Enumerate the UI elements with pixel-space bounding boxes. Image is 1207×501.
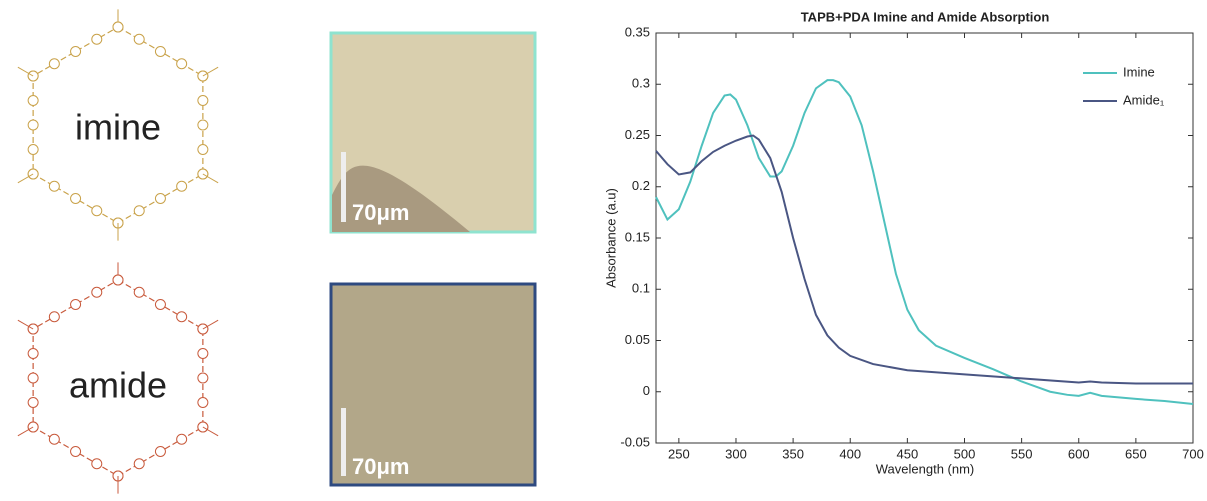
scale-bar <box>341 408 346 476</box>
ring <box>70 299 82 310</box>
ring <box>27 372 39 384</box>
micrograph-region <box>332 165 470 232</box>
ring <box>91 286 103 298</box>
ring <box>70 193 82 204</box>
ring <box>197 144 209 155</box>
ring <box>27 95 39 106</box>
ring <box>133 286 145 298</box>
chart-title: TAPB+PDA Imine and Amide Absorption <box>801 9 1050 24</box>
ring <box>91 205 103 217</box>
ring <box>176 433 188 445</box>
structure-label: imine <box>75 107 161 148</box>
ring <box>70 46 82 57</box>
ring <box>27 144 39 155</box>
ring <box>133 205 145 217</box>
y-tick-label: -0.05 <box>620 434 650 449</box>
x-tick-label: 350 <box>782 446 804 461</box>
ring <box>48 58 60 70</box>
legend-label: Amide₁ <box>1123 92 1165 107</box>
scale-label: 70μm <box>352 200 410 225</box>
arm <box>202 426 219 437</box>
ring <box>154 46 166 57</box>
arm <box>17 426 34 437</box>
ring <box>197 397 209 408</box>
ring <box>176 180 188 192</box>
axes <box>655 32 1194 444</box>
ring <box>48 311 60 323</box>
arm <box>17 173 34 184</box>
y-axis-label: Absorbance (a.u) <box>603 188 618 288</box>
ring <box>154 193 166 204</box>
scale-label: 70μm <box>352 454 410 479</box>
y-tick-label: 0.2 <box>632 178 650 193</box>
y-tick-label: 0.15 <box>625 229 650 244</box>
plot-frame <box>655 32 1194 444</box>
series-line <box>655 79 1194 406</box>
arm <box>17 66 34 77</box>
y-tick-label: 0.05 <box>625 332 650 347</box>
ring <box>133 458 145 470</box>
y-tick-label: 0.25 <box>625 127 650 142</box>
x-tick-label: 300 <box>725 446 747 461</box>
y-tick-label: 0.1 <box>632 281 650 296</box>
ring <box>48 433 60 445</box>
y-tick-label: 0 <box>643 383 650 398</box>
scale-bar <box>341 152 346 222</box>
arm <box>202 173 219 184</box>
ring <box>197 95 209 106</box>
ring <box>197 372 209 384</box>
arm <box>202 319 219 330</box>
ring <box>70 446 82 457</box>
structure-label: amide <box>69 365 167 406</box>
ring <box>154 446 166 457</box>
x-tick-label: 600 <box>1068 446 1090 461</box>
legend-label: Imine <box>1123 64 1155 79</box>
ring <box>197 348 209 359</box>
series-line <box>655 134 1193 385</box>
y-tick-label: 0.3 <box>632 76 650 91</box>
arm <box>17 319 34 330</box>
x-tick-label: 500 <box>954 446 976 461</box>
ring <box>197 119 209 131</box>
ring <box>133 33 145 45</box>
micrograph <box>329 282 537 487</box>
structures <box>17 9 219 494</box>
ring <box>27 397 39 408</box>
x-tick-label: 400 <box>839 446 861 461</box>
ring <box>27 119 39 131</box>
x-tick-label: 700 <box>1182 446 1204 461</box>
x-tick-label: 250 <box>668 446 690 461</box>
arm <box>202 66 219 77</box>
ring <box>112 21 124 33</box>
x-tick-label: 550 <box>1011 446 1033 461</box>
ring <box>176 58 188 70</box>
ring <box>27 348 39 359</box>
x-tick-label: 450 <box>897 446 919 461</box>
ring <box>176 311 188 323</box>
y-tick-label: 0.35 <box>625 24 650 39</box>
x-tick-label: 650 <box>1125 446 1147 461</box>
ring <box>91 33 103 45</box>
ring <box>91 458 103 470</box>
x-axis-label: Wavelength (nm) <box>876 461 975 476</box>
ring <box>112 274 124 286</box>
ring <box>154 299 166 310</box>
ring <box>48 180 60 192</box>
